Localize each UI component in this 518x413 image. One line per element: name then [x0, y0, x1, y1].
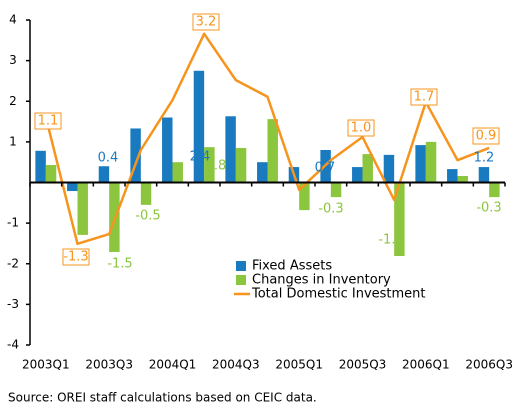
annotation: -0.5	[135, 209, 160, 224]
bar	[225, 116, 236, 183]
bar	[352, 167, 363, 183]
bar	[457, 176, 468, 183]
legend-label: Fixed Assets	[252, 259, 332, 274]
bar	[257, 162, 268, 183]
annotation-box	[347, 119, 375, 137]
bar	[45, 165, 57, 183]
bar	[77, 182, 88, 235]
annotation: -1.5	[107, 257, 132, 272]
annotation: 1.0	[351, 121, 372, 136]
source-note: Source: OREI staff calculations based on…	[8, 391, 317, 405]
x-tick-label: 2003Q3	[85, 358, 133, 372]
line	[44, 32, 490, 246]
y-tick-label: 4	[9, 13, 17, 27]
y-tick-label: -3	[7, 297, 19, 311]
bar	[267, 119, 278, 183]
bar	[98, 166, 110, 183]
annotation-box	[192, 13, 220, 31]
bar	[299, 182, 310, 211]
annotation: 0.8	[206, 159, 227, 174]
annotation-box	[472, 127, 500, 145]
bar	[67, 182, 78, 192]
annotation: 1.7	[414, 90, 435, 105]
y-tick-label: -1	[7, 216, 19, 230]
bar	[330, 182, 342, 198]
bar	[193, 70, 205, 183]
annotation-box	[410, 88, 438, 106]
y-tick-label: 1	[9, 134, 17, 148]
bar	[489, 182, 500, 198]
annotation: -0.3	[318, 202, 343, 217]
bar	[130, 128, 141, 183]
x-tick-label: 2006Q3	[465, 358, 513, 372]
legend-label: Changes in Inventory	[252, 273, 391, 288]
annotation-box	[34, 112, 62, 130]
legend-swatch	[236, 261, 246, 271]
x-tick-label: 2003Q1	[22, 358, 70, 372]
y-tick-label: 2	[9, 94, 17, 108]
bar	[383, 154, 395, 183]
bar	[478, 167, 490, 183]
y-tick-label: -4	[7, 338, 19, 352]
x-tick-label: 2006Q1	[402, 358, 450, 372]
annotation: 1.1	[38, 114, 59, 129]
annotation: 3.2	[196, 15, 217, 30]
x-tick-label: 2005Q1	[275, 358, 323, 372]
legend-label: Total Domestic Investment	[251, 287, 426, 302]
annotation: 2.4	[190, 150, 211, 165]
x-tick-label: 2004Q3	[212, 358, 260, 372]
annotation: 1.2	[474, 151, 495, 166]
bar	[172, 162, 183, 183]
annotation: 0.7	[315, 161, 336, 176]
bar	[362, 154, 373, 183]
y-tick-label: 3	[9, 53, 17, 67]
annotation: -0.3	[476, 201, 501, 216]
bar	[162, 117, 173, 183]
bar	[204, 147, 215, 183]
bar	[415, 145, 426, 183]
bar	[447, 169, 458, 183]
bar	[425, 141, 437, 183]
x-tick-label: 2004Q1	[149, 358, 197, 372]
bar	[235, 147, 247, 183]
legend-swatch	[236, 275, 246, 285]
y-tick-label: -2	[7, 256, 19, 270]
annotation: -1.0	[378, 233, 403, 248]
bar	[140, 182, 152, 205]
x-tick-label: 2005Q3	[339, 358, 387, 372]
bar	[394, 182, 405, 257]
bar	[35, 150, 46, 183]
annotation: 0.9	[476, 129, 497, 144]
annotation-box	[62, 248, 90, 266]
annotation: 0.4	[98, 151, 119, 166]
annotation: -1.3	[63, 250, 88, 265]
